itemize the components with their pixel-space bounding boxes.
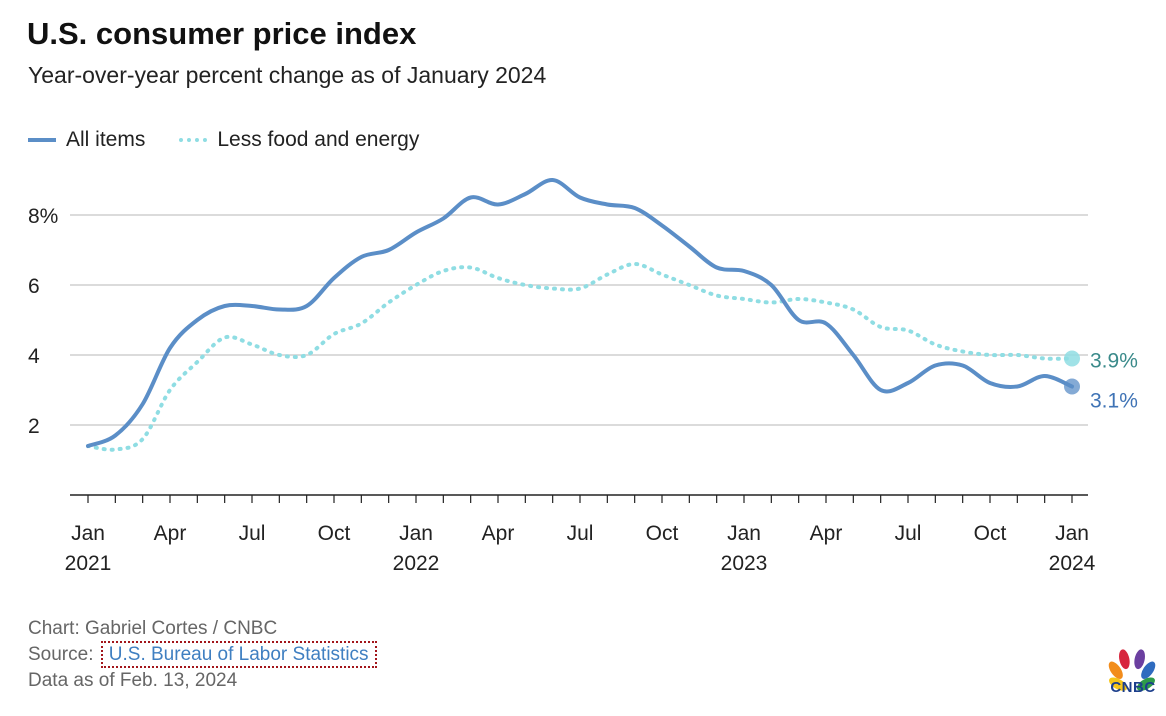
source-link[interactable]: U.S. Bureau of Labor Statistics <box>100 641 377 668</box>
x-tick-year-label: 2021 <box>65 552 112 575</box>
y-tick-label: 6 <box>28 275 40 298</box>
legend-label: Less food and energy <box>217 128 420 151</box>
x-tick-label: Apr <box>154 522 187 545</box>
y-tick-label: 4 <box>28 345 40 368</box>
legend-label: All items <box>66 128 146 151</box>
x-tick-label: Oct <box>974 522 1007 545</box>
x-tick-label: Jul <box>239 522 266 545</box>
x-tick-label: Jan <box>1055 522 1089 545</box>
data-as-of: Data as of Feb. 13, 2024 <box>28 670 238 691</box>
x-tick-label: Jan <box>71 522 105 545</box>
cnbc-peacock-icon <box>1108 649 1156 691</box>
x-tick-year-label: 2024 <box>1049 552 1096 575</box>
x-tick-label: Jul <box>895 522 922 545</box>
x-tick-label: Oct <box>318 522 351 545</box>
legend: All items Less food and energy <box>28 128 453 152</box>
end-label-less-food-energy: 3.9% <box>1090 350 1138 373</box>
legend-item-less-food-energy: Less food and energy <box>179 128 419 152</box>
x-tick-label: Apr <box>482 522 515 545</box>
source-line: Source: U.S. Bureau of Labor Statistics <box>28 641 377 668</box>
x-tick-year-label: 2022 <box>393 552 440 575</box>
series-line-all-items <box>86 178 1074 448</box>
cnbc-logo-text: CNBC <box>1110 679 1156 696</box>
source-prefix: Source: <box>28 644 94 665</box>
series-line-less-food-energy <box>86 262 1074 452</box>
chart-title: U.S. consumer price index <box>27 16 417 51</box>
chart-subtitle: Year-over-year percent change as of Janu… <box>28 62 547 88</box>
legend-swatch-solid <box>28 138 56 142</box>
x-tick-year-label: 2023 <box>721 552 768 575</box>
end-marker-less-food-energy <box>1064 350 1080 367</box>
x-tick-label: Jul <box>567 522 594 545</box>
legend-swatch-dotted <box>179 138 208 142</box>
x-tick-label: Apr <box>810 522 843 545</box>
y-tick-label: 2 <box>28 415 40 438</box>
end-label-all-items: 3.1% <box>1090 390 1138 413</box>
x-tick-label: Jan <box>399 522 433 545</box>
y-tick-label: 8% <box>28 205 58 228</box>
chart-credit: Chart: Gabriel Cortes / CNBC <box>28 618 278 639</box>
x-tick-label: Oct <box>646 522 679 545</box>
legend-item-all-items: All items <box>28 128 145 152</box>
x-tick-label: Jan <box>727 522 761 545</box>
footer: Chart: Gabriel Cortes / CNBC Source: U.S… <box>28 616 377 694</box>
end-marker-all-items <box>1064 378 1080 395</box>
